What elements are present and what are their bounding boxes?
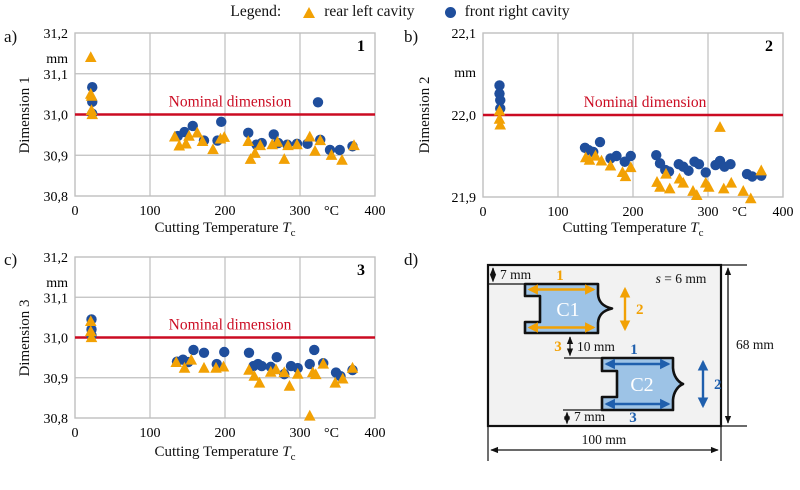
svg-text:31,2: 31,2 — [44, 251, 69, 266]
cavity-c2-shape — [600, 356, 685, 412]
panel-b-x-axis-title: Cutting Temperature Tc — [483, 220, 783, 239]
chart-dimension-3: Nominal dimension 3 31,2 31,1 31,0 30,9 30,8 mm… — [44, 251, 386, 441]
panel-c-x-axis-title: Cutting Temperature Tc — [75, 444, 375, 463]
svg-text:22,1: 22,1 — [452, 27, 477, 42]
svg-text:200: 200 — [623, 205, 644, 220]
svg-text:30,9: 30,9 — [44, 372, 69, 387]
svg-text:400: 400 — [773, 205, 794, 220]
svg-text:mm: mm — [46, 52, 68, 67]
panel-a-label: a) — [4, 27, 18, 46]
cavity-c2-name: C2 — [630, 374, 653, 396]
svg-text:21,9: 21,9 — [452, 191, 477, 206]
svg-text:2: 2 — [765, 38, 773, 55]
svg-text:0: 0 — [72, 204, 79, 219]
x-axis-title-symbol: T — [282, 220, 291, 236]
svg-text:300: 300 — [290, 426, 311, 441]
x-axis-title-text: Cutting Temperature — [154, 444, 279, 460]
c1-dim1-label: 1 — [556, 268, 564, 284]
svg-text:300: 300 — [698, 205, 719, 220]
x-axis-title-subscript: c — [698, 227, 704, 239]
svg-text:300: 300 — [290, 204, 311, 219]
svg-text:30,9: 30,9 — [44, 149, 69, 164]
x-axis-title-text: Cutting Temperature — [154, 220, 279, 236]
svg-text:100: 100 — [548, 205, 569, 220]
legend-item-front-right-cavity: front right cavity — [464, 3, 570, 20]
svg-text:30,8: 30,8 — [44, 190, 69, 205]
svg-text:0: 0 — [72, 426, 79, 441]
x-axis-title-subscript: c — [290, 451, 296, 463]
circle-marker-icon — [444, 6, 456, 18]
cavity-plate-drawing: C1 C2 7 mm 1 s = 6 mm 2 3 10 mm 1 2 7 mm… — [486, 263, 774, 461]
triangle-marker-icon — [303, 6, 316, 18]
c2-dim2-label: 2 — [714, 377, 722, 393]
svg-text:31,2: 31,2 — [44, 27, 69, 42]
panel-c-label: c) — [4, 250, 18, 269]
svg-text:Nominal dimension: Nominal dimension — [169, 94, 292, 111]
cavity-c1-name: C1 — [556, 299, 579, 321]
c2-dim1-label: 1 — [630, 342, 638, 358]
svg-text:200: 200 — [215, 426, 236, 441]
svg-text:400: 400 — [365, 204, 386, 219]
svg-text:mm: mm — [454, 66, 476, 81]
x-axis-title-symbol: T — [282, 444, 291, 460]
x-axis-title-text: Cutting Temperature — [562, 220, 687, 236]
sheet-thickness-label: s = 6 mm — [656, 271, 707, 286]
c2-dim3-label: 3 — [629, 410, 637, 426]
svg-text:30,8: 30,8 — [44, 412, 69, 427]
dim-gap-label: 10 mm — [577, 339, 615, 354]
chart-dimension-2: Nominal dimension 2 22,1 22,0 21,9 mm 0 100 200 3… — [452, 27, 794, 220]
svg-text:400: 400 — [365, 426, 386, 441]
svg-text:31,1: 31,1 — [44, 291, 69, 306]
legend-title: Legend: — [230, 3, 282, 20]
x-axis-title-symbol: T — [690, 220, 699, 236]
svg-text:1: 1 — [357, 38, 365, 55]
svg-text:31,1: 31,1 — [44, 68, 69, 83]
chart-dimension-1: Nominal dimension 1 31,2 31,1 31,0 30,9 30,8 mm… — [44, 27, 386, 219]
sheet-thickness-symbol: s — [656, 271, 661, 286]
svg-text:100: 100 — [140, 204, 161, 219]
c1-dim2-label: 2 — [636, 302, 644, 318]
panel-b: b) Dimension 2 Nominal dimension 2 22,1 22,… — [400, 25, 800, 243]
cavity-c1-shape — [523, 282, 614, 335]
svg-text:22,0: 22,0 — [452, 109, 477, 124]
dim-bottom-label: 7 mm — [574, 409, 606, 424]
svg-text:°C: °C — [324, 204, 339, 219]
sheet-thickness-value: = 6 mm — [661, 271, 707, 286]
legend-item-rear-left-cavity: rear left cavity — [324, 3, 415, 20]
svg-text:100: 100 — [140, 426, 161, 441]
svg-text:31,0: 31,0 — [44, 109, 69, 124]
svg-text:mm: mm — [46, 276, 68, 291]
dim-width-label: 100 mm — [582, 432, 627, 447]
x-axis-title-subscript: c — [290, 227, 296, 239]
svg-text:°C: °C — [732, 205, 747, 220]
panel-a-x-axis-title: Cutting Temperature Tc — [75, 220, 375, 239]
svg-text:Nominal dimension: Nominal dimension — [584, 94, 707, 111]
panel-a: a) Dimension 1 Nominal dimension 1 31,2 31,… — [0, 25, 400, 243]
svg-text:3: 3 — [357, 262, 365, 279]
dim-height-label: 68 mm — [736, 337, 774, 352]
panel-c: c) Dimension 3 Nominal dimension 3 31,2 31,… — [0, 248, 400, 490]
legend: Legend: rear left cavity front right cav… — [0, 0, 800, 24]
svg-text:Nominal dimension: Nominal dimension — [169, 317, 292, 334]
panel-b-label: b) — [404, 27, 419, 46]
svg-text:°C: °C — [324, 426, 339, 441]
svg-text:31,0: 31,0 — [44, 332, 69, 347]
c1-dim3-label: 3 — [554, 339, 562, 355]
panel-d-label: d) — [404, 250, 419, 269]
svg-text:0: 0 — [480, 205, 487, 220]
svg-text:200: 200 — [215, 204, 236, 219]
panel-d: d) C1 C2 7 m — [400, 248, 800, 490]
dim-top-label: 7 mm — [500, 267, 532, 282]
